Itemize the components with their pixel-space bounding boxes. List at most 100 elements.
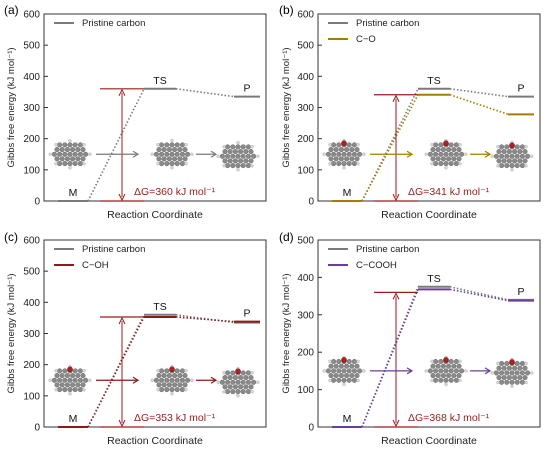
carbon-atom <box>164 387 170 393</box>
carbon-atom <box>349 156 355 162</box>
carbon-atom <box>77 368 83 374</box>
hydrogen-atom <box>222 390 226 394</box>
carbon-atom <box>62 368 68 374</box>
hydrogen-atom <box>156 162 160 166</box>
carbon-atom <box>185 151 191 157</box>
carbon-atom <box>161 373 167 379</box>
legend-entry: C−OH <box>82 260 109 271</box>
level-connector <box>449 288 509 302</box>
hydrogen-atom <box>54 143 58 147</box>
carbon-atom <box>169 377 175 383</box>
carbon-atom <box>506 375 512 381</box>
carbon-atom <box>443 151 449 157</box>
carbon-atom <box>164 368 170 374</box>
state-label-ts: TS <box>427 75 440 87</box>
carbon-atom <box>169 161 175 167</box>
carbon-atom <box>504 144 510 150</box>
carbon-atom <box>179 377 185 383</box>
carbon-atom <box>338 373 344 379</box>
hydrogen-atom <box>496 145 500 149</box>
delta-arrow-head-down <box>392 193 400 202</box>
carbon-atom <box>240 370 246 376</box>
carbon-atom <box>354 147 360 153</box>
carbon-atom <box>248 375 254 381</box>
carbon-atom <box>506 365 512 371</box>
hydrogen-atom <box>424 369 428 373</box>
process-arrow-head <box>484 367 492 375</box>
carbon-atom <box>72 161 78 167</box>
carbon-atom <box>349 147 355 153</box>
carbon-atom <box>456 156 462 162</box>
carbon-atom <box>80 156 86 162</box>
carbon-atom <box>230 370 236 376</box>
molecule-reactant <box>48 365 92 396</box>
hydrogen-atom <box>256 154 260 158</box>
y-tick-label: 400 <box>23 72 40 83</box>
carbon-atom <box>57 368 63 374</box>
y-tick-label: 100 <box>23 165 40 176</box>
carbon-atom <box>331 368 337 374</box>
process-arrow-head <box>132 150 140 158</box>
hydrogen-atom <box>356 359 360 363</box>
carbon-atom <box>504 379 510 385</box>
carbon-atom <box>501 149 507 155</box>
y-tick-label: 200 <box>23 134 40 145</box>
carbon-atom <box>248 384 254 390</box>
carbon-atom <box>64 156 70 162</box>
carbon-atom <box>159 151 165 157</box>
carbon-atom <box>433 142 439 148</box>
panel-label: (c) <box>4 230 18 244</box>
carbon-atom <box>499 144 505 150</box>
carbon-atom <box>522 158 528 164</box>
carbon-atom <box>456 147 462 153</box>
y-tick-label: 200 <box>297 348 314 359</box>
hydrogen-atom <box>88 378 92 382</box>
carbon-atom <box>156 373 162 379</box>
carbon-atom <box>438 377 444 383</box>
hydrogen-atom <box>458 378 462 383</box>
carbon-atom <box>182 373 188 379</box>
carbon-atom <box>243 149 249 155</box>
carbon-atom <box>238 384 244 390</box>
carbon-atom <box>240 163 246 169</box>
carbon-atom <box>225 163 231 169</box>
carbon-atom <box>166 382 172 388</box>
carbon-atom <box>222 375 228 381</box>
oxygen-atom <box>443 357 449 363</box>
level-connector <box>449 93 509 116</box>
carbon-atom <box>62 377 68 383</box>
carbon-atom <box>501 365 507 371</box>
hydrogen-atom <box>156 143 160 147</box>
carbon-atom <box>440 156 446 162</box>
carbon-atom <box>166 147 172 153</box>
carbon-atom <box>349 363 355 369</box>
hydrogen-atom <box>190 152 194 156</box>
carbon-atom <box>519 153 525 159</box>
carbon-atom <box>344 373 350 379</box>
oxygen-atom <box>443 140 449 147</box>
carbon-atom <box>336 151 342 157</box>
carbon-atom <box>248 158 254 164</box>
carbon-atom <box>346 151 352 157</box>
oxygen-atom <box>67 366 73 373</box>
carbon-atom <box>514 370 520 376</box>
hydrogen-atom <box>328 143 332 147</box>
x-axis-label: Reaction Coordinate <box>381 209 477 221</box>
y-tick-label: 300 <box>23 103 40 114</box>
carbon-atom <box>509 370 515 376</box>
carbon-atom <box>448 151 454 157</box>
y-tick-label: 0 <box>308 197 314 208</box>
carbon-atom <box>338 363 344 369</box>
carbon-atom <box>336 368 342 374</box>
carbon-atom <box>172 373 178 379</box>
molecule-transition <box>424 355 468 387</box>
carbon-atom <box>346 142 352 148</box>
y-tick-label: 0 <box>308 423 314 434</box>
hydrogen-atom <box>184 369 188 373</box>
hydrogen-atom <box>356 162 360 166</box>
state-label-m: M <box>343 413 352 425</box>
y-tick-label: 500 <box>297 236 314 247</box>
molecule-reactant <box>48 139 92 170</box>
hydrogen-atom <box>170 166 174 170</box>
carbon-atom <box>240 153 246 159</box>
